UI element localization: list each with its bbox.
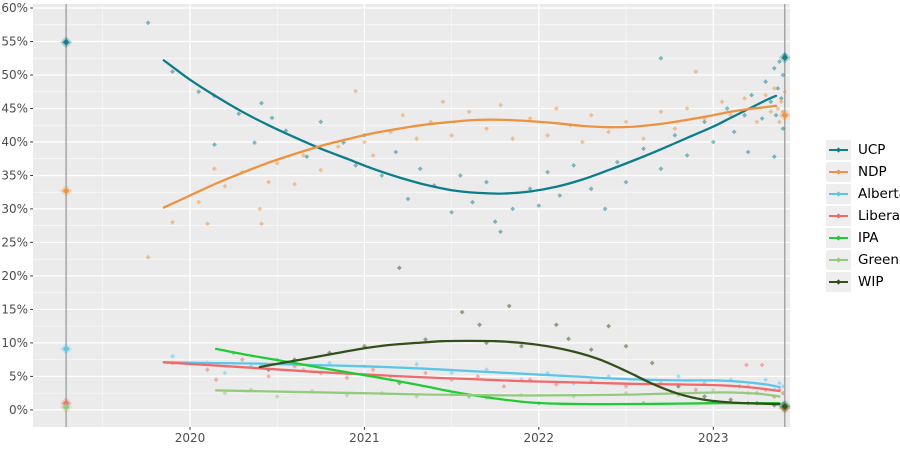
svg-text:60%: 60%	[1, 1, 28, 15]
trend-line-wip	[258, 339, 781, 406]
svg-text:2023: 2023	[698, 431, 729, 445]
legend-key-icon	[826, 162, 851, 182]
axis-labels: 0% 5% 10% 15% 20% 25% 30% 35% 40% 45% 50% 55% 60% 202…	[1, 1, 728, 445]
legend-label: NDP	[858, 164, 887, 180]
legend-label: IPA	[858, 230, 879, 246]
trend-line-ucp	[162, 59, 778, 195]
legend-key-icon	[826, 206, 851, 226]
grid-minor	[33, 4, 790, 427]
trend-line-liberal	[162, 361, 781, 393]
svg-text:45%: 45%	[1, 102, 28, 116]
election-result-ndp	[781, 111, 789, 119]
election-result-alberta	[62, 345, 70, 353]
legend-item-liberal: Liberal	[826, 205, 900, 227]
axis-ticks	[30, 7, 714, 430]
svg-text:2021: 2021	[349, 431, 380, 445]
svg-text:30%: 30%	[1, 202, 28, 216]
legend-item-wip: WIP	[826, 271, 900, 293]
svg-text:20%: 20%	[1, 269, 28, 283]
legend-item-green: Green	[826, 249, 900, 271]
svg-text:55%: 55%	[1, 35, 28, 49]
legend-item-alberta: Alberta	[826, 183, 900, 205]
legend-key-icon	[826, 228, 851, 248]
legend-key-icon	[826, 184, 851, 204]
legend-label: Green	[858, 252, 899, 268]
svg-text:50%: 50%	[1, 68, 28, 82]
election-result-wip	[781, 403, 789, 410]
legend-item-ipa: IPA	[826, 227, 900, 249]
legend-label: Alberta	[858, 186, 900, 202]
legend-key-icon	[826, 140, 851, 160]
svg-text:15%: 15%	[1, 302, 28, 316]
svg-text:5%: 5%	[9, 369, 28, 383]
election-result-ucp	[62, 38, 70, 46]
poll-points-ucp	[145, 20, 788, 235]
svg-text:25%: 25%	[1, 235, 28, 249]
legend-item-ndp: NDP	[826, 161, 900, 183]
legend-label: UCP	[858, 142, 886, 158]
election-result-liberal	[62, 399, 70, 407]
legend-label: WIP	[858, 274, 884, 290]
legend-item-ucp: UCP	[826, 139, 900, 161]
legend-key-icon	[826, 250, 851, 270]
trend-line-green	[214, 389, 781, 398]
svg-text:2020: 2020	[175, 431, 206, 445]
svg-text:40%: 40%	[1, 135, 28, 149]
trend-line-ndp	[162, 104, 778, 209]
legend-label: Liberal	[858, 208, 900, 224]
plot-panel	[33, 4, 790, 427]
poll-points-liberal	[170, 357, 786, 399]
svg-text:10%: 10%	[1, 336, 28, 350]
election-result-ucp	[781, 54, 789, 61]
legend: UCP NDP Alberta Liberal IPA Green WIP	[826, 139, 900, 293]
svg-text:2022: 2022	[524, 431, 555, 445]
svg-text:35%: 35%	[1, 169, 28, 183]
svg-text:0%: 0%	[9, 403, 28, 417]
election-result-ndp	[62, 187, 70, 195]
election-result-green	[62, 403, 70, 411]
legend-key-icon	[826, 272, 851, 292]
